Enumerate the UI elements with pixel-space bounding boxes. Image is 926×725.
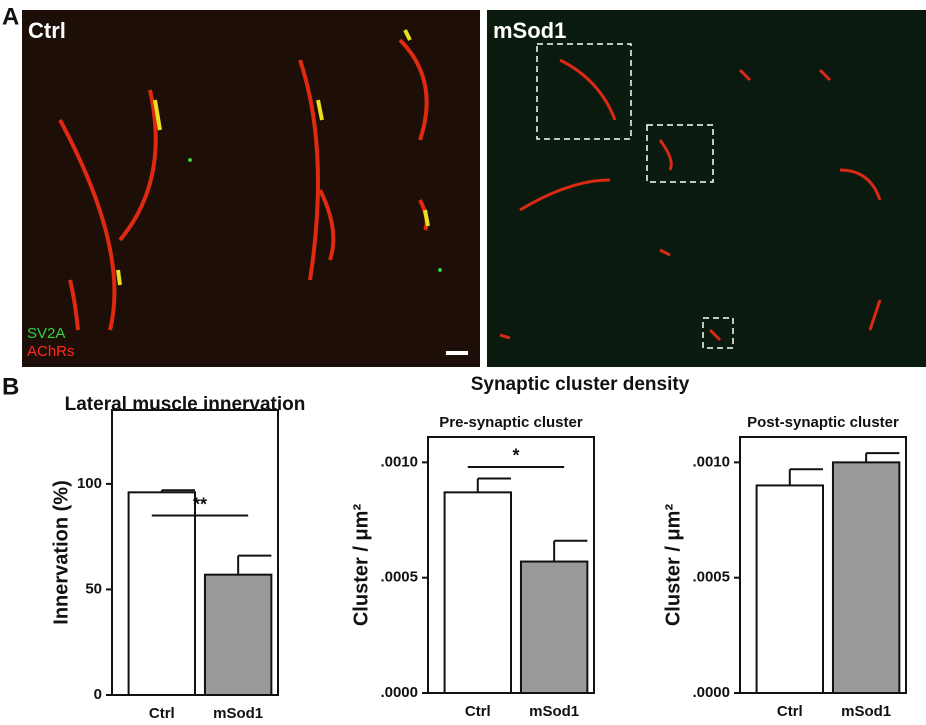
bar (519, 560, 589, 694)
zoom-box (536, 43, 632, 140)
y-tick-label: .0010 (692, 453, 730, 470)
zoom-box (646, 124, 714, 183)
bar (755, 484, 824, 694)
sv2a-signal (188, 158, 192, 162)
y-tick-label: .0000 (380, 684, 418, 701)
panel-label: A (2, 3, 19, 30)
y-axis-label: Innervation (%) (50, 480, 72, 624)
achr-signal (58, 38, 429, 331)
image-background (22, 10, 480, 367)
x-tick-label: mSod1 (841, 703, 891, 720)
bar (127, 491, 197, 697)
significance-label: ** (193, 494, 207, 514)
y-axis-label: Cluster / μm² (662, 504, 684, 627)
bar (443, 491, 513, 694)
panel-label: B (2, 373, 19, 400)
x-tick-label: Ctrl (777, 703, 803, 720)
y-tick-label: .0000 (692, 684, 730, 701)
legend-sv2a: SV2A (27, 325, 65, 342)
x-tick-label: mSod1 (529, 703, 579, 720)
x-tick-label: Ctrl (149, 705, 175, 722)
image-title: mSod1 (493, 18, 566, 43)
micrograph-ctrl (22, 10, 480, 367)
chart-title: Post-synaptic cluster (747, 414, 899, 431)
significance-label: * (512, 446, 519, 466)
image-background (487, 10, 926, 367)
zoom-box (702, 317, 734, 349)
y-tick-label: 50 (85, 580, 102, 597)
axes-frame (427, 436, 595, 694)
zoom-boxes (536, 43, 734, 349)
micrograph-msod1 (487, 10, 926, 367)
achr-signal (499, 58, 882, 342)
colocalized-signal (116, 29, 430, 286)
y-tick-label: .0010 (380, 453, 418, 470)
chart-title: Lateral muscle innervation (65, 394, 306, 415)
y-tick-label: .0005 (380, 569, 418, 586)
image-title: Ctrl (28, 18, 66, 43)
axes-frame (111, 409, 279, 696)
bar (203, 573, 273, 697)
y-tick-label: 0 (94, 686, 102, 703)
bar (831, 461, 901, 694)
group-title: Synaptic cluster density (471, 374, 690, 395)
y-tick-label: .0005 (692, 569, 730, 586)
x-tick-label: mSod1 (213, 705, 263, 722)
y-axis-label: Cluster / μm² (350, 504, 372, 627)
chart-title: Pre-synaptic cluster (439, 414, 583, 431)
sv2a-signal (438, 268, 442, 272)
axes-frame (739, 436, 907, 694)
y-tick-label: 100 (77, 475, 102, 492)
x-tick-label: Ctrl (465, 703, 491, 720)
legend-achrs: AChRs (27, 343, 75, 360)
